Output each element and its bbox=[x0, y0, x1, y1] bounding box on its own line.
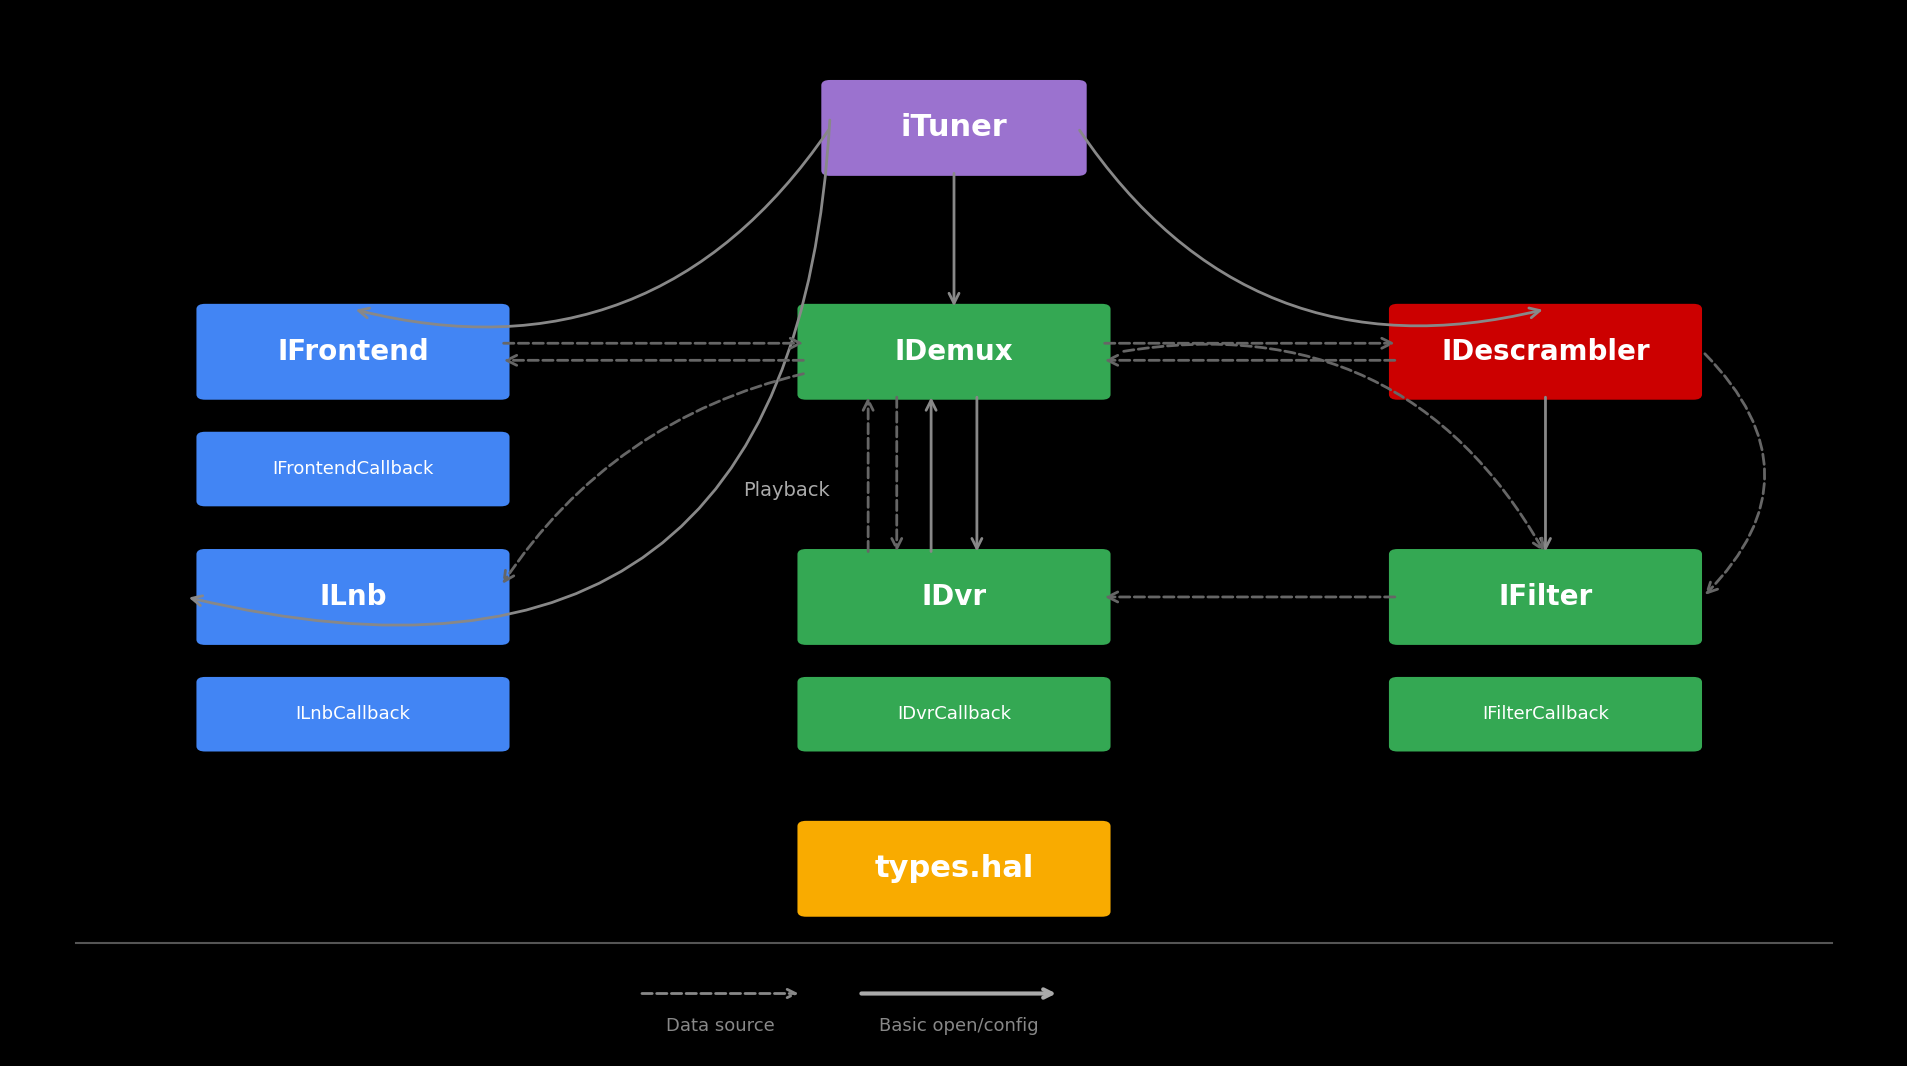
Text: IDemux: IDemux bbox=[894, 338, 1013, 366]
FancyBboxPatch shape bbox=[797, 678, 1110, 750]
Text: iTuner: iTuner bbox=[900, 113, 1007, 143]
FancyBboxPatch shape bbox=[198, 433, 507, 505]
Text: IDvrCallback: IDvrCallback bbox=[896, 706, 1011, 723]
FancyBboxPatch shape bbox=[198, 678, 507, 750]
FancyBboxPatch shape bbox=[1388, 305, 1701, 399]
FancyBboxPatch shape bbox=[1388, 550, 1701, 644]
FancyBboxPatch shape bbox=[822, 81, 1085, 175]
Text: Basic open/config: Basic open/config bbox=[879, 1017, 1037, 1035]
Text: Data source: Data source bbox=[666, 1017, 774, 1035]
FancyBboxPatch shape bbox=[797, 305, 1110, 399]
Text: IFilter: IFilter bbox=[1497, 583, 1592, 611]
FancyBboxPatch shape bbox=[198, 305, 507, 399]
Text: IFilterCallback: IFilterCallback bbox=[1482, 706, 1608, 723]
FancyBboxPatch shape bbox=[1388, 678, 1701, 750]
FancyBboxPatch shape bbox=[797, 822, 1110, 916]
FancyBboxPatch shape bbox=[797, 550, 1110, 644]
Text: types.hal: types.hal bbox=[873, 854, 1034, 884]
Text: ILnb: ILnb bbox=[318, 583, 387, 611]
FancyBboxPatch shape bbox=[198, 550, 507, 644]
Text: IDvr: IDvr bbox=[921, 583, 986, 611]
Text: Playback: Playback bbox=[744, 481, 830, 500]
Text: IFrontend: IFrontend bbox=[277, 338, 429, 366]
Text: IFrontendCallback: IFrontendCallback bbox=[273, 461, 433, 478]
Text: IDescrambler: IDescrambler bbox=[1440, 338, 1650, 366]
Text: ILnbCallback: ILnbCallback bbox=[296, 706, 410, 723]
